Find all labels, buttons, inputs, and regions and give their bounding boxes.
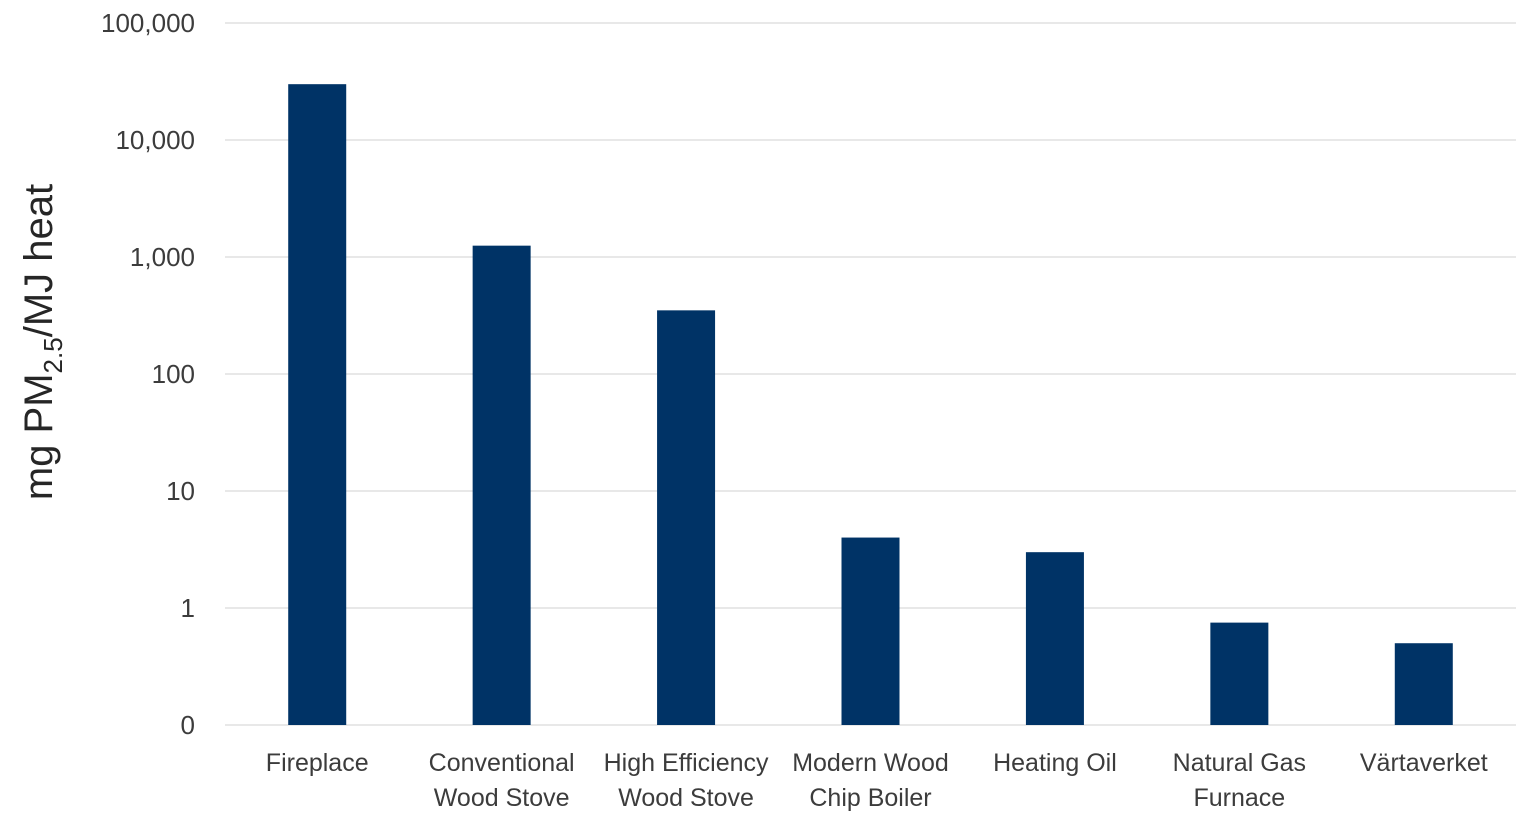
y-tick-label: 10 [166,476,195,506]
gridlines [225,22,1516,726]
y-tick-label: 10,000 [115,125,195,155]
bar [472,245,531,725]
bar [657,310,716,725]
x-category-label-line: Värtaverket [1360,749,1488,777]
y-tick-label: 1 [181,593,195,623]
bar [1210,622,1269,725]
x-category-label-line: Conventional [429,749,575,777]
x-category-label: Modern Wood Chip Boiler [792,749,949,812]
x-category-label: High Efficiency Wood Stove [604,749,769,812]
y-axis-title: mg PM2.5/MJ heat [17,184,68,500]
bar [1025,552,1084,725]
x-category-label-line: Heating Oil [993,749,1117,777]
y-axis-title-subscript: 2.5 [38,337,68,373]
y-axis-title-suffix: /MJ heat [17,184,61,337]
y-tick-label: 1,000 [130,242,195,272]
bars [288,84,1453,725]
y-tick-label: 100 [152,359,195,389]
x-category-label-line: High Efficiency [604,749,769,777]
x-category-label-line: Furnace [1193,784,1285,812]
bar [841,537,900,725]
x-category-label: Natural Gas Furnace [1173,749,1306,812]
x-category-label: Värtaverket [1360,749,1488,777]
x-category-label-line: Wood Stove [618,784,754,812]
x-category-label-line: Fireplace [266,749,369,777]
x-category-label-line: Chip Boiler [809,784,931,812]
y-tick-label: 100,000 [101,8,195,38]
y-tick-labels: 0 1 10 100 1,000 10,000 100,000 [101,8,195,740]
bar [288,84,347,725]
x-category-label-line: Modern Wood [792,749,949,777]
bar [1394,643,1453,725]
x-category-label-line: Wood Stove [434,784,570,812]
y-axis-title-prefix: mg PM [17,373,61,500]
y-tick-label: 0 [181,710,195,740]
x-category-label: Conventional Wood Stove [429,749,575,812]
x-category-label: Heating Oil [993,749,1117,777]
x-category-label-line: Natural Gas [1173,749,1306,777]
x-category-label: Fireplace [266,749,369,777]
